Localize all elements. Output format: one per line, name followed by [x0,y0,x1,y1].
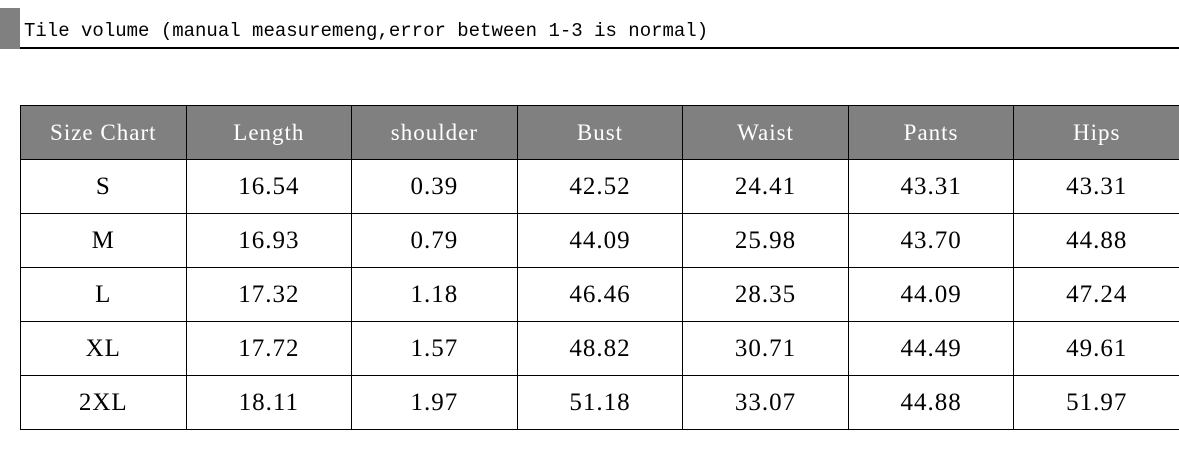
column-header: Waist [682,105,849,160]
value-cell: 43.31 [847,159,1015,214]
value-cell: 25.98 [682,213,849,268]
value-cell: 18.11 [185,375,353,430]
value-cell: 44.88 [1013,213,1179,268]
value-cell: 16.54 [185,159,353,214]
size-cell: M [20,213,187,268]
size-cell: L [20,267,187,322]
value-cell: 17.32 [185,267,353,322]
value-cell: 0.79 [351,213,518,268]
column-header: Size Chart [20,105,187,160]
value-cell: 33.07 [682,375,849,430]
table-body: S 16.54 0.39 42.52 24.41 43.31 43.31 M 16.93 0.79… [20,159,1179,430]
table-row: M 16.93 0.79 44.09 25.98 43.70 44.88 [20,213,1179,268]
title-marker [0,8,20,49]
table-row: L 17.32 1.18 46.46 28.35 44.09 47.24 [20,267,1179,322]
value-cell: 30.71 [682,321,849,376]
value-cell: 43.31 [1013,159,1179,214]
value-cell: 44.09 [847,267,1015,322]
size-cell: 2XL [20,375,187,430]
column-header: shoulder [351,105,518,160]
title-rule [20,47,1179,49]
table-row: 2XL 18.11 1.97 51.18 33.07 44.88 51.97 [20,375,1179,430]
value-cell: 44.88 [847,375,1015,430]
column-header: Hips [1013,105,1179,160]
column-header: Length [185,105,353,160]
column-header: Pants [847,105,1015,160]
value-cell: 1.97 [351,375,518,430]
value-cell: 1.57 [351,321,518,376]
value-cell: 43.70 [847,213,1015,268]
size-table: Size Chart Length shoulder Bust Waist Pants Hi… [20,105,1179,430]
table-row: XL 17.72 1.57 48.82 30.71 44.49 49.61 [20,321,1179,376]
value-cell: 28.35 [682,267,849,322]
value-cell: 51.97 [1013,375,1179,430]
value-cell: 49.61 [1013,321,1179,376]
title: Tile volume (manual measuremeng,error be… [24,20,709,42]
size-cell: XL [20,321,187,376]
value-cell: 51.18 [516,375,684,430]
value-cell: 0.39 [351,159,518,214]
value-cell: 48.82 [516,321,684,376]
value-cell: 16.93 [185,213,353,268]
value-cell: 1.18 [351,267,518,322]
size-cell: S [20,159,187,214]
table-row: S 16.54 0.39 42.52 24.41 43.31 43.31 [20,159,1179,214]
value-cell: 24.41 [682,159,849,214]
value-cell: 44.49 [847,321,1015,376]
value-cell: 17.72 [185,321,353,376]
value-cell: 46.46 [516,267,684,322]
column-header: Bust [516,105,684,160]
value-cell: 42.52 [516,159,684,214]
value-cell: 47.24 [1013,267,1179,322]
value-cell: 44.09 [516,213,684,268]
header-row: Size Chart Length shoulder Bust Waist Pants Hi… [20,105,1179,160]
